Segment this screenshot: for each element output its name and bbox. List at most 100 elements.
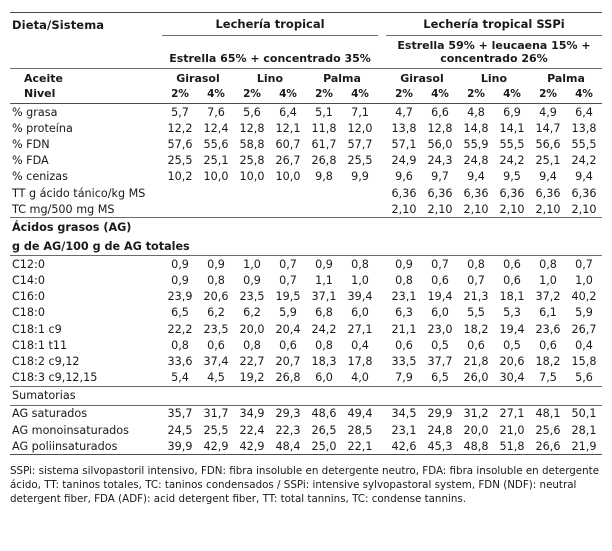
table-cell: 10,0 xyxy=(275,170,301,184)
table-row: C18:1 t11 0,8 0,6 0,8 0,6 0,8 0,4 0,6 0,5 0,6 0,5 0… xyxy=(10,337,602,353)
table-cell: 9,4 xyxy=(467,170,485,184)
table-cell: 2,10 xyxy=(391,202,417,216)
table-cell: 0,6 xyxy=(503,257,521,271)
table-cell: 29,3 xyxy=(275,407,301,421)
table-cell: 23,9 xyxy=(167,290,193,304)
table-cell: 42,9 xyxy=(239,439,265,453)
table-cell: 2,10 xyxy=(427,202,453,216)
table-cell: 1,0 xyxy=(243,257,261,271)
table-row: % cenizas 10,2 10,0 10,0 10,0 9,8 9,9 9,6 9,7 9,4… xyxy=(10,169,602,185)
table-cell: 9,9 xyxy=(351,170,369,184)
table-cell: 24,8 xyxy=(463,154,489,168)
table-cell: 6,36 xyxy=(499,186,525,200)
table-cell: 0,7 xyxy=(279,257,297,271)
level-l2: 4% xyxy=(207,88,225,100)
table-cell: 0,9 xyxy=(243,274,261,288)
table-row: AG saturados 35,7 31,7 34,9 29,3 48,6 49,4 34,5… xyxy=(10,406,602,422)
table-row: TC mg/500 mg MS 2,10 2,10 2,10 2,10 2,10 2,10 xyxy=(10,201,602,218)
table-cell: 56,6 xyxy=(535,137,561,151)
table-cell: 6,36 xyxy=(463,186,489,200)
table-cell: 12,1 xyxy=(275,121,301,135)
table-cell: 6,9 xyxy=(503,105,521,119)
table-cell: 31,2 xyxy=(463,407,489,421)
column-gap xyxy=(378,406,386,422)
table-row: C12:0 0,9 0,9 1,0 0,7 0,9 0,8 0,9 0,7 0,8 0,6 0,8 0,… xyxy=(10,256,602,272)
column-gap xyxy=(378,185,386,201)
table-cell: 24,5 xyxy=(167,423,193,437)
table-cell: 10,0 xyxy=(203,170,229,184)
table-cell: 6,0 xyxy=(351,306,369,320)
table-cell: 20,6 xyxy=(499,355,525,369)
row-label: C18:2 c9,12 xyxy=(12,355,80,369)
table-cell: 39,9 xyxy=(167,439,193,453)
table-cell: 1,1 xyxy=(315,274,333,288)
column-gap xyxy=(378,422,386,438)
table-cell: 23,1 xyxy=(391,290,417,304)
table-cell: 12,8 xyxy=(427,121,453,135)
table-cell: 26,0 xyxy=(463,371,489,385)
table-row: AG monoinsaturados 24,5 25,5 22,4 22,3 26,5 28… xyxy=(10,422,602,438)
column-gap xyxy=(378,305,386,321)
header-row-oils: Aceite Girasol Lino Palma Girasol Lino P… xyxy=(10,69,602,86)
table-cell: 9,4 xyxy=(539,170,557,184)
table-cell: 0,6 xyxy=(395,338,413,352)
table-cell: 11,8 xyxy=(311,121,337,135)
level-l4: 4% xyxy=(279,88,297,100)
table-cell: 57,6 xyxy=(167,137,193,151)
level-r1: 2% xyxy=(395,88,413,100)
table-cell: 45,3 xyxy=(427,439,453,453)
column-gap xyxy=(378,120,386,136)
table-cell: 5,6 xyxy=(575,371,593,385)
table-cell: 24,2 xyxy=(571,154,597,168)
table-cell: 55,9 xyxy=(463,137,489,151)
table-cell: 42,6 xyxy=(391,439,417,453)
table-cell: 6,36 xyxy=(391,186,417,200)
oil-palma-left: Palma xyxy=(323,72,361,85)
table-cell: 23,6 xyxy=(535,322,561,336)
column-gap xyxy=(378,153,386,169)
table-cell: 25,0 xyxy=(311,439,337,453)
header-row-diet: Estrella 65% + concentrado 35% Estrella … xyxy=(10,36,602,69)
table-cell: 10,0 xyxy=(239,170,265,184)
section-fatty-acids: C12:0 0,9 0,9 1,0 0,7 0,9 0,8 0,9 0,7 0,8 0,6 0,8 0,… xyxy=(10,256,602,386)
table-cell: 29,9 xyxy=(427,407,453,421)
row-label: % proteína xyxy=(12,121,73,135)
table-cell: 6,2 xyxy=(207,306,225,320)
table-cell: 14,8 xyxy=(463,121,489,135)
table-cell: 4,5 xyxy=(207,371,225,385)
section-sums: AG saturados 35,7 31,7 34,9 29,3 48,6 49,4 34,5… xyxy=(10,406,602,455)
table-cell: 0,4 xyxy=(575,338,593,352)
table-cell: 5,9 xyxy=(575,306,593,320)
table-cell: 23,1 xyxy=(391,423,417,437)
section-composition: % grasa 5,7 7,6 5,6 6,4 5,1 7,1 4,7 6,6 4,8 6,9 4,9… xyxy=(10,104,602,218)
rule-under-sums-heading xyxy=(10,405,602,406)
column-gap xyxy=(378,273,386,289)
table-cell: 23,0 xyxy=(427,322,453,336)
table-cell: 35,7 xyxy=(167,407,193,421)
table-row: C14:0 0,9 0,8 0,9 0,7 1,1 1,0 0,8 0,6 0,7 0,6 1,0 1,… xyxy=(10,273,602,289)
table-cell: 22,1 xyxy=(347,439,373,453)
fatty-acids-heading-row: Ácidos grasos (AG) xyxy=(10,218,602,237)
rule-bottom xyxy=(10,454,602,456)
table-cell: 37,7 xyxy=(427,355,453,369)
table-cell: 19,4 xyxy=(499,322,525,336)
table-cell: 0,5 xyxy=(431,338,449,352)
table-cell: 4,9 xyxy=(539,105,557,119)
row-label: C18:0 xyxy=(12,306,45,320)
table-cell: 0,6 xyxy=(279,338,297,352)
rule-under-systems xyxy=(10,35,602,36)
table-cell: 28,5 xyxy=(347,423,373,437)
rule-under-diets xyxy=(10,68,602,69)
table-cell: 20,7 xyxy=(275,355,301,369)
table-cell xyxy=(342,185,378,201)
table-cell: 18,2 xyxy=(463,322,489,336)
table-cell: 56,0 xyxy=(427,137,453,151)
table-cell: 0,6 xyxy=(467,338,485,352)
column-gap xyxy=(378,353,386,369)
table-cell xyxy=(342,201,378,218)
table-cell: 22,7 xyxy=(239,355,265,369)
table-cell: 21,9 xyxy=(571,439,597,453)
oil-girasol-right: Girasol xyxy=(400,72,444,85)
rule-under-fatty-acids-heading xyxy=(10,255,602,257)
table-cell: 61,7 xyxy=(311,137,337,151)
